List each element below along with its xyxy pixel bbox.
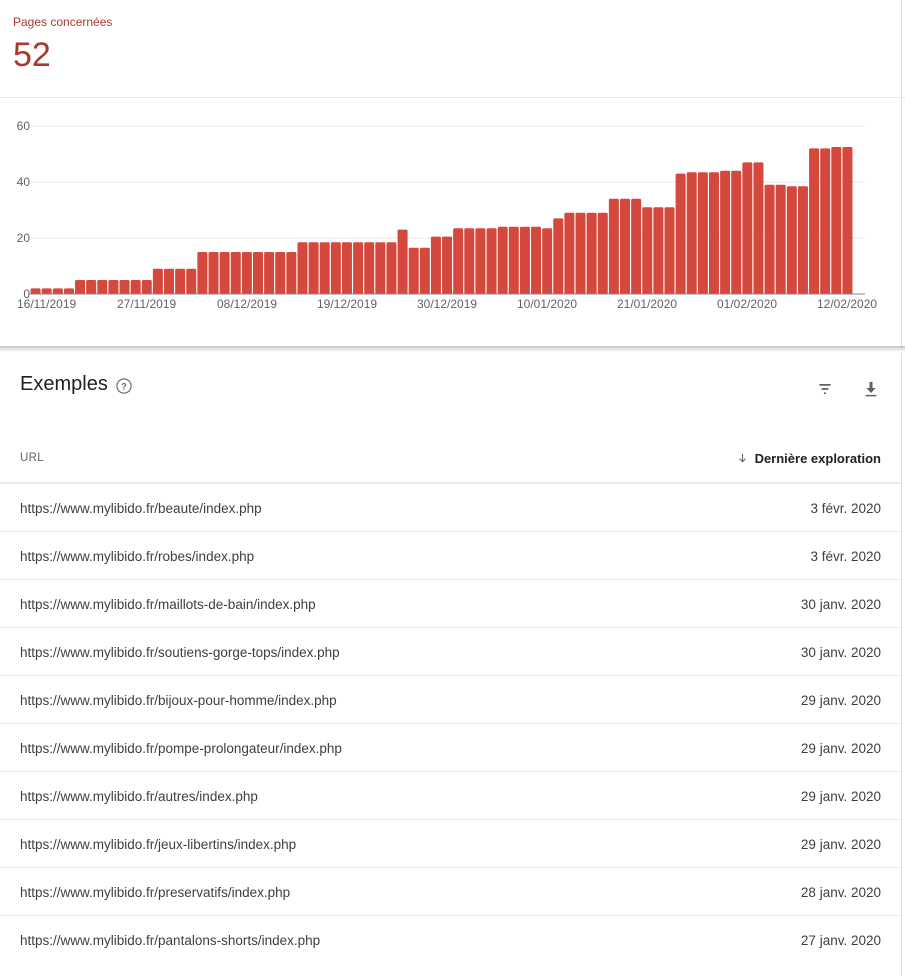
svg-text:?: ? (121, 382, 127, 392)
